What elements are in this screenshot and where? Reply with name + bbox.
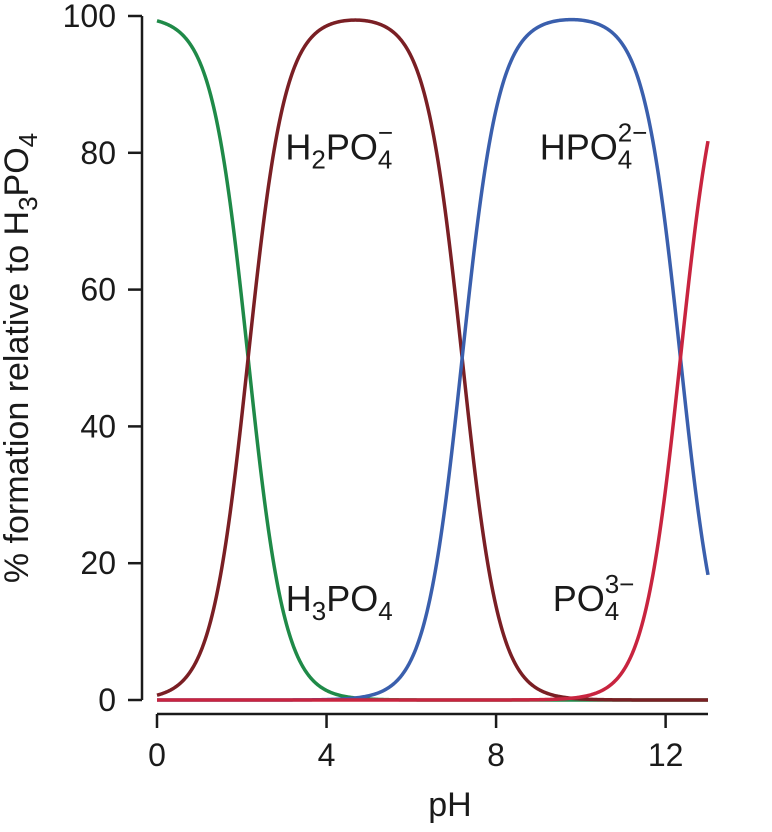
species-label-3-d: 4 (605, 596, 619, 626)
species-label-3: PO43− (553, 569, 635, 626)
y-tick-label-5: 100 (63, 0, 116, 34)
x-tick-label-1: 4 (318, 737, 336, 773)
x-tick-label-3: 12 (648, 737, 684, 773)
species-label-0-c: PO (326, 578, 378, 619)
series-line-3 (156, 140, 710, 702)
species-label-1-c: PO (326, 127, 378, 168)
species-label-2: HPO42− (540, 118, 648, 175)
y-tick-label-2: 40 (80, 408, 116, 444)
y-axis-title-sub: 3 (13, 196, 43, 210)
species-label-3-c: PO (553, 578, 605, 619)
y-tick-label-3: 60 (80, 272, 116, 308)
species-label-0: H3PO4 (286, 578, 393, 626)
y-ticks: 0 20 40 60 80 100 (63, 0, 142, 718)
x-tick-label-2: 8 (487, 737, 505, 773)
species-label-0-a: H (286, 578, 312, 619)
y-tick-label-0: 0 (98, 682, 116, 718)
y-tick-label-1: 20 (80, 545, 116, 581)
species-label-1: H2PO4− (285, 118, 393, 175)
x-tick-label-0: 0 (148, 737, 166, 773)
species-label-0-b: 3 (312, 596, 326, 626)
y-axis-title-sub2: 4 (13, 133, 43, 147)
series-line-1 (156, 18, 709, 702)
y-axis-title-main: % formation relative to H (0, 211, 36, 583)
y-tick-label-4: 80 (80, 135, 116, 171)
species-label-1-b: 2 (311, 145, 325, 175)
species-label-1-a: H (285, 127, 311, 168)
species-label-2-d: 4 (618, 145, 632, 175)
y-axis-title-tail: PO (0, 147, 36, 196)
species-label-1-d: 4 (378, 145, 392, 175)
x-axis-title: pH (428, 786, 471, 824)
x-ticks: 0 4 8 12 (148, 714, 683, 773)
species-label-2-c: HPO (540, 127, 618, 168)
species-label-1-sup: − (378, 118, 393, 148)
y-axis-title: % formation relative to H3PO4 (0, 133, 43, 583)
species-label-3-sup: 3− (605, 569, 635, 599)
species-label-0-d: 4 (378, 596, 392, 626)
species-label-2-sup: 2− (618, 118, 648, 148)
curves-layer (156, 17, 710, 702)
